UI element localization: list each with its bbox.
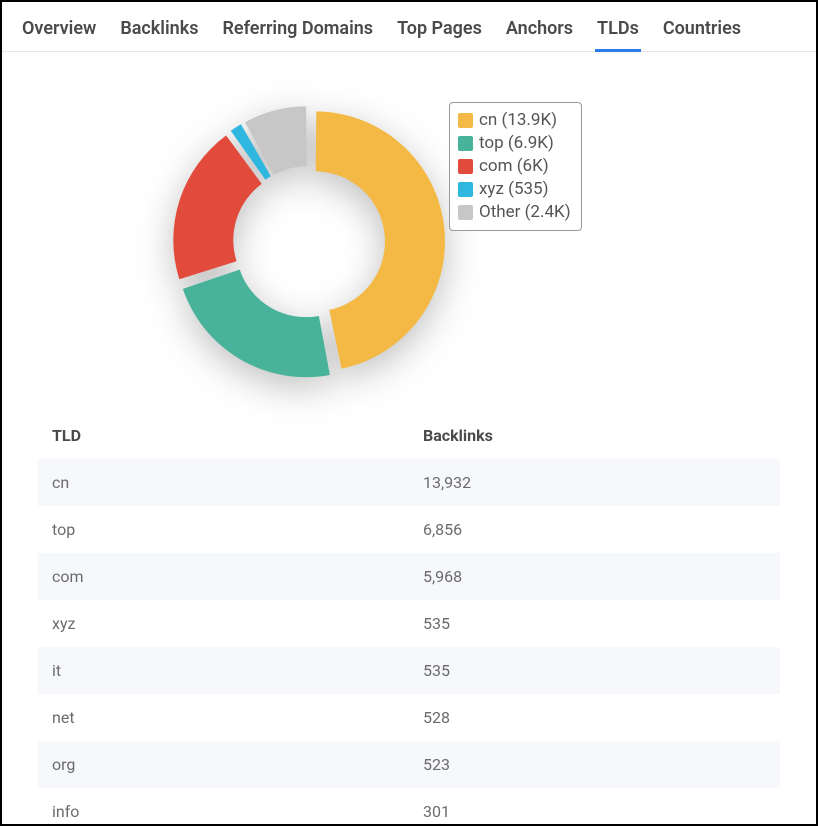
tlds-panel: Overview Backlinks Referring Domains Top… [0,0,818,826]
legend-swatch [458,113,473,128]
cell-tld: net [38,694,409,741]
cell-tld: info [38,788,409,826]
table-row: it535 [38,647,780,694]
cell-tld: it [38,647,409,694]
legend-label: top (6.9K) [479,132,554,155]
chart-area: cn (13.9K)top (6.9K)com (6K)xyz (535)Oth… [2,52,816,402]
cell-backlinks: 13,932 [409,459,780,506]
cell-backlinks: 301 [409,788,780,826]
legend-swatch [458,205,473,220]
legend-item-top[interactable]: top (6.9K) [458,132,571,155]
col-header-tld: TLD [38,412,409,459]
legend-item-com[interactable]: com (6K) [458,155,571,178]
legend-label: xyz (535) [479,178,549,201]
tab-tlds[interactable]: TLDs [595,12,641,51]
tld-donut-chart [159,92,459,392]
cell-backlinks: 535 [409,647,780,694]
tab-top-pages[interactable]: Top Pages [395,12,484,51]
cell-backlinks: 5,968 [409,553,780,600]
cell-backlinks: 535 [409,600,780,647]
cell-tld: org [38,741,409,788]
tld-table-wrap: TLD Backlinks cn13,932top6,856com5,968xy… [2,402,816,826]
table-row: net528 [38,694,780,741]
tab-anchors[interactable]: Anchors [504,12,575,51]
tab-referring-domains[interactable]: Referring Domains [220,12,375,51]
legend-item-cn[interactable]: cn (13.9K) [458,109,571,132]
tab-countries[interactable]: Countries [661,12,743,51]
col-header-backlinks: Backlinks [409,412,780,459]
tab-overview[interactable]: Overview [20,12,98,51]
table-header-row: TLD Backlinks [38,412,780,459]
cell-tld: com [38,553,409,600]
donut-slice-cn[interactable] [316,111,445,368]
tab-backlinks[interactable]: Backlinks [118,12,200,51]
tld-table: TLD Backlinks cn13,932top6,856com5,968xy… [38,412,780,826]
cell-backlinks: 528 [409,694,780,741]
legend-label: Other (2.4K) [479,201,571,224]
table-row: top6,856 [38,506,780,553]
tabs-bar: Overview Backlinks Referring Domains Top… [2,2,816,52]
donut-slice-top[interactable] [183,270,330,378]
legend-swatch [458,159,473,174]
table-row: cn13,932 [38,459,780,506]
cell-backlinks: 523 [409,741,780,788]
cell-tld: top [38,506,409,553]
chart-legend: cn (13.9K)top (6.9K)com (6K)xyz (535)Oth… [449,102,582,231]
legend-label: cn (13.9K) [479,109,557,132]
donut-slice-other[interactable] [245,106,307,175]
legend-swatch [458,182,473,197]
legend-item-xyz[interactable]: xyz (535) [458,178,571,201]
cell-tld: cn [38,459,409,506]
table-row: xyz535 [38,600,780,647]
table-row: com5,968 [38,553,780,600]
table-row: info301 [38,788,780,826]
chart-inner: cn (13.9K)top (6.9K)com (6K)xyz (535)Oth… [159,92,659,392]
legend-swatch [458,136,473,151]
donut-slice-com[interactable] [173,136,261,280]
legend-label: com (6K) [479,155,549,178]
cell-tld: xyz [38,600,409,647]
legend-item-other[interactable]: Other (2.4K) [458,201,571,224]
cell-backlinks: 6,856 [409,506,780,553]
table-row: org523 [38,741,780,788]
